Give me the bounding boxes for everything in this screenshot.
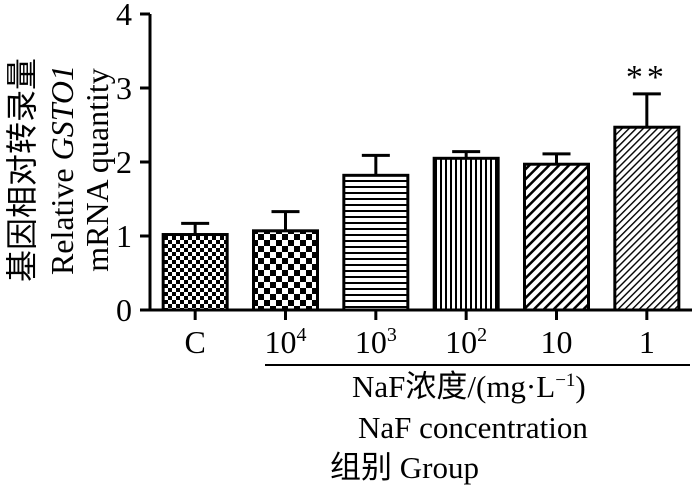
x-axis-title-line1-text: NaF浓度/(mg·L	[352, 369, 555, 404]
y-axis-title-line2-prefix: Relative	[44, 160, 80, 275]
y-axis: 0 1 2 3 4	[116, 0, 152, 328]
y-tick-label: 2	[116, 144, 132, 180]
bar-6	[613, 125, 681, 312]
y-axis-title-line3: mRNA quantity	[79, 68, 115, 272]
y-tick-label: 4	[116, 0, 132, 32]
x-tick-label: 102	[445, 324, 487, 360]
y-tick-label: 0	[116, 292, 132, 328]
y-axis-title-gene: GSTO1	[44, 65, 80, 160]
y-axis-title-line2: Relative GSTO1	[44, 65, 80, 275]
significance-label: **	[626, 59, 668, 96]
x-tick-label: C	[184, 324, 205, 360]
y-tick-label: 3	[116, 70, 132, 106]
x-tick-label: 1	[639, 324, 655, 360]
x-axis-title-line3: 组别 Group	[330, 450, 479, 485]
x-tick-label: 104	[265, 324, 307, 360]
bar-5	[523, 162, 590, 312]
y-axis-title-line1: 基因相对转录量	[4, 58, 40, 282]
bar-1	[161, 233, 229, 312]
bars: **	[161, 59, 681, 312]
x-tick-label: 103	[355, 324, 397, 360]
x-axis-title-line2: NaF concentration	[358, 410, 588, 445]
x-axis-title-line1: NaF浓度/(mg·L−1)	[352, 369, 586, 404]
y-tick-label: 1	[116, 218, 132, 254]
y-axis-title: 基因相对转录量 Relative GSTO1 mRNA quantity	[4, 58, 115, 282]
x-axis-title-line1-end: )	[575, 369, 585, 404]
bar-4	[432, 156, 500, 312]
x-axis: C 104 103 102 10 1	[150, 308, 692, 360]
bar-3	[342, 173, 410, 312]
x-axis-title: NaF浓度/(mg·L−1) NaF concentration 组别 Grou…	[330, 369, 588, 485]
bar-2	[252, 229, 319, 312]
x-axis-title-line1-sup: −1	[555, 370, 575, 391]
x-tick-label: 10	[541, 324, 573, 360]
